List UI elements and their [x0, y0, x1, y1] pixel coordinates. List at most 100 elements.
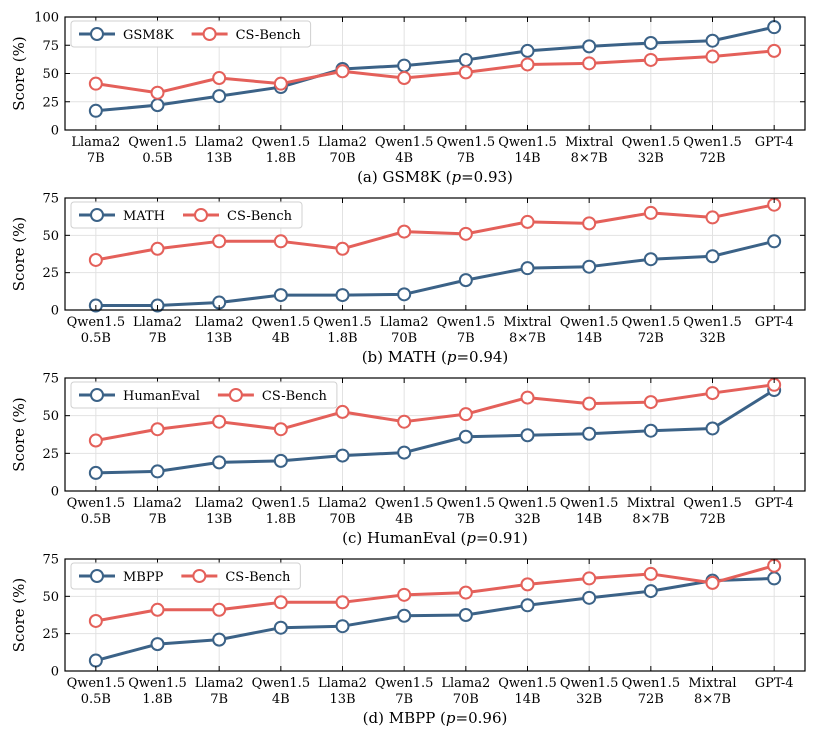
data-point [335, 595, 350, 610]
x-tick-label: Llama2 [195, 315, 244, 330]
y-tick-label: 25 [42, 266, 59, 281]
x-tick-label: Llama2 [133, 496, 182, 511]
x-tick-label: 1.8B [327, 331, 357, 346]
legend-swatch-marker [90, 569, 104, 583]
x-tick-label: Llama2 [441, 676, 490, 691]
y-tick-label: 25 [42, 95, 59, 110]
x-tick-label: 14B [514, 692, 540, 707]
x-tick-label: GPT-4 [755, 315, 794, 330]
chart-caption: (a) GSM8K (p=0.93) [357, 168, 513, 186]
x-tick-label: 14B [514, 151, 540, 166]
x-tick-label: 8×7B [509, 331, 546, 346]
x-tick-label: 72B [638, 331, 664, 346]
data-point [582, 56, 597, 71]
data-point [212, 602, 227, 617]
x-tick-label: Qwen1.5 [128, 676, 187, 691]
data-point [150, 98, 165, 113]
x-tick-label: Qwen1.5 [313, 315, 372, 330]
data-point [397, 224, 412, 239]
data-point [520, 57, 535, 72]
data-point [520, 214, 535, 229]
x-tick-label: GPT-4 [755, 676, 794, 691]
x-tick-label: 0.5B [142, 151, 172, 166]
series-line-2 [95, 203, 775, 262]
data-point [397, 71, 412, 86]
x-tick-label: Qwen1.5 [683, 496, 742, 511]
x-tick-label: Qwen1.5 [498, 496, 557, 511]
data-point [212, 414, 227, 429]
legend-label: CS-Bench [236, 28, 302, 43]
x-tick-label: Qwen1.5 [252, 315, 311, 330]
x-tick-label: Llama2 [195, 676, 244, 691]
x-tick-label: 13B [206, 151, 232, 166]
chart-caption: (b) MATH (p=0.94) [362, 348, 509, 366]
data-point [643, 423, 658, 438]
caption-text: =0.91) [476, 529, 528, 547]
x-tick-label: 32B [699, 331, 725, 346]
data-point [88, 465, 103, 480]
x-tick-label: 7B [457, 512, 475, 527]
caption-text: =0.96) [456, 709, 508, 727]
legend-label: CS-Bench [227, 209, 293, 224]
series-line-1 [95, 25, 775, 113]
data-point [582, 396, 597, 411]
x-tick-label: 70B [391, 331, 417, 346]
data-point [458, 608, 473, 622]
data-point [212, 234, 227, 249]
x-tick-label: 72B [699, 512, 725, 527]
data-point [88, 613, 103, 628]
legend-swatch-marker [194, 208, 208, 222]
series-line-2 [95, 383, 775, 443]
chart-panel-1: 0255075100Llama27BQwen1.50.5BLlama213BQw… [10, 11, 806, 186]
caption-text: (d) MBPP ( [363, 709, 446, 727]
x-tick-label: GPT-4 [755, 496, 794, 511]
x-tick-label: 13B [206, 512, 232, 527]
x-tick-label: 13B [329, 692, 355, 707]
x-tick-label: GPT-4 [755, 135, 794, 150]
y-tick-label: 25 [42, 627, 59, 642]
legend-swatch-marker [90, 27, 104, 41]
data-point [273, 595, 288, 610]
x-tick-label: 7B [149, 512, 167, 527]
x-tick-label: 7B [149, 331, 167, 346]
caption-text: =0.93) [461, 168, 513, 186]
x-tick-label: 14B [576, 512, 602, 527]
y-axis-label: Score (%) [10, 36, 28, 110]
y-tick-label: 50 [42, 67, 59, 82]
x-tick-label: Qwen1.5 [622, 315, 681, 330]
y-tick-label: 0 [51, 304, 59, 319]
data-point [88, 252, 103, 267]
data-point [458, 226, 473, 241]
data-point [705, 386, 720, 401]
y-tick-label: 75 [42, 553, 59, 568]
caption-p-symbol: p [451, 168, 461, 186]
data-point [150, 85, 165, 100]
data-point [520, 43, 535, 58]
series-line-2 [95, 564, 775, 623]
data-point [643, 252, 658, 267]
series-line-2 [95, 49, 775, 95]
x-tick-label: 8×7B [694, 692, 731, 707]
x-tick-label: 8×7B [571, 151, 608, 166]
data-point [335, 64, 350, 79]
x-tick-label: Qwen1.5 [252, 496, 311, 511]
x-tick-label: 1.8B [266, 512, 296, 527]
x-tick-label: 32B [514, 512, 540, 527]
y-axis-label: Score (%) [10, 397, 28, 471]
x-tick-label: Qwen1.5 [67, 676, 126, 691]
caption-text: (b) MATH ( [362, 348, 447, 366]
plot-frame [64, 377, 806, 492]
x-tick-label: Qwen1.5 [560, 676, 619, 691]
chart-panel-3: 0255075Qwen1.50.5BLlama27BLlama213BQwen1… [10, 372, 806, 547]
y-tick-label: 0 [51, 124, 59, 139]
x-tick-label: 14B [576, 331, 602, 346]
chart-panel-2: 0255075Qwen1.50.5BLlama27BLlama213BQwen1… [10, 192, 806, 366]
x-tick-label: Mixtral [627, 496, 675, 511]
legend-swatch-marker [90, 208, 104, 222]
y-tick-label: 50 [42, 590, 59, 605]
x-tick-label: Mixtral [565, 135, 613, 150]
y-tick-label: 0 [51, 485, 59, 500]
x-tick-label: 13B [206, 331, 232, 346]
x-tick-label: 32B [638, 151, 664, 166]
